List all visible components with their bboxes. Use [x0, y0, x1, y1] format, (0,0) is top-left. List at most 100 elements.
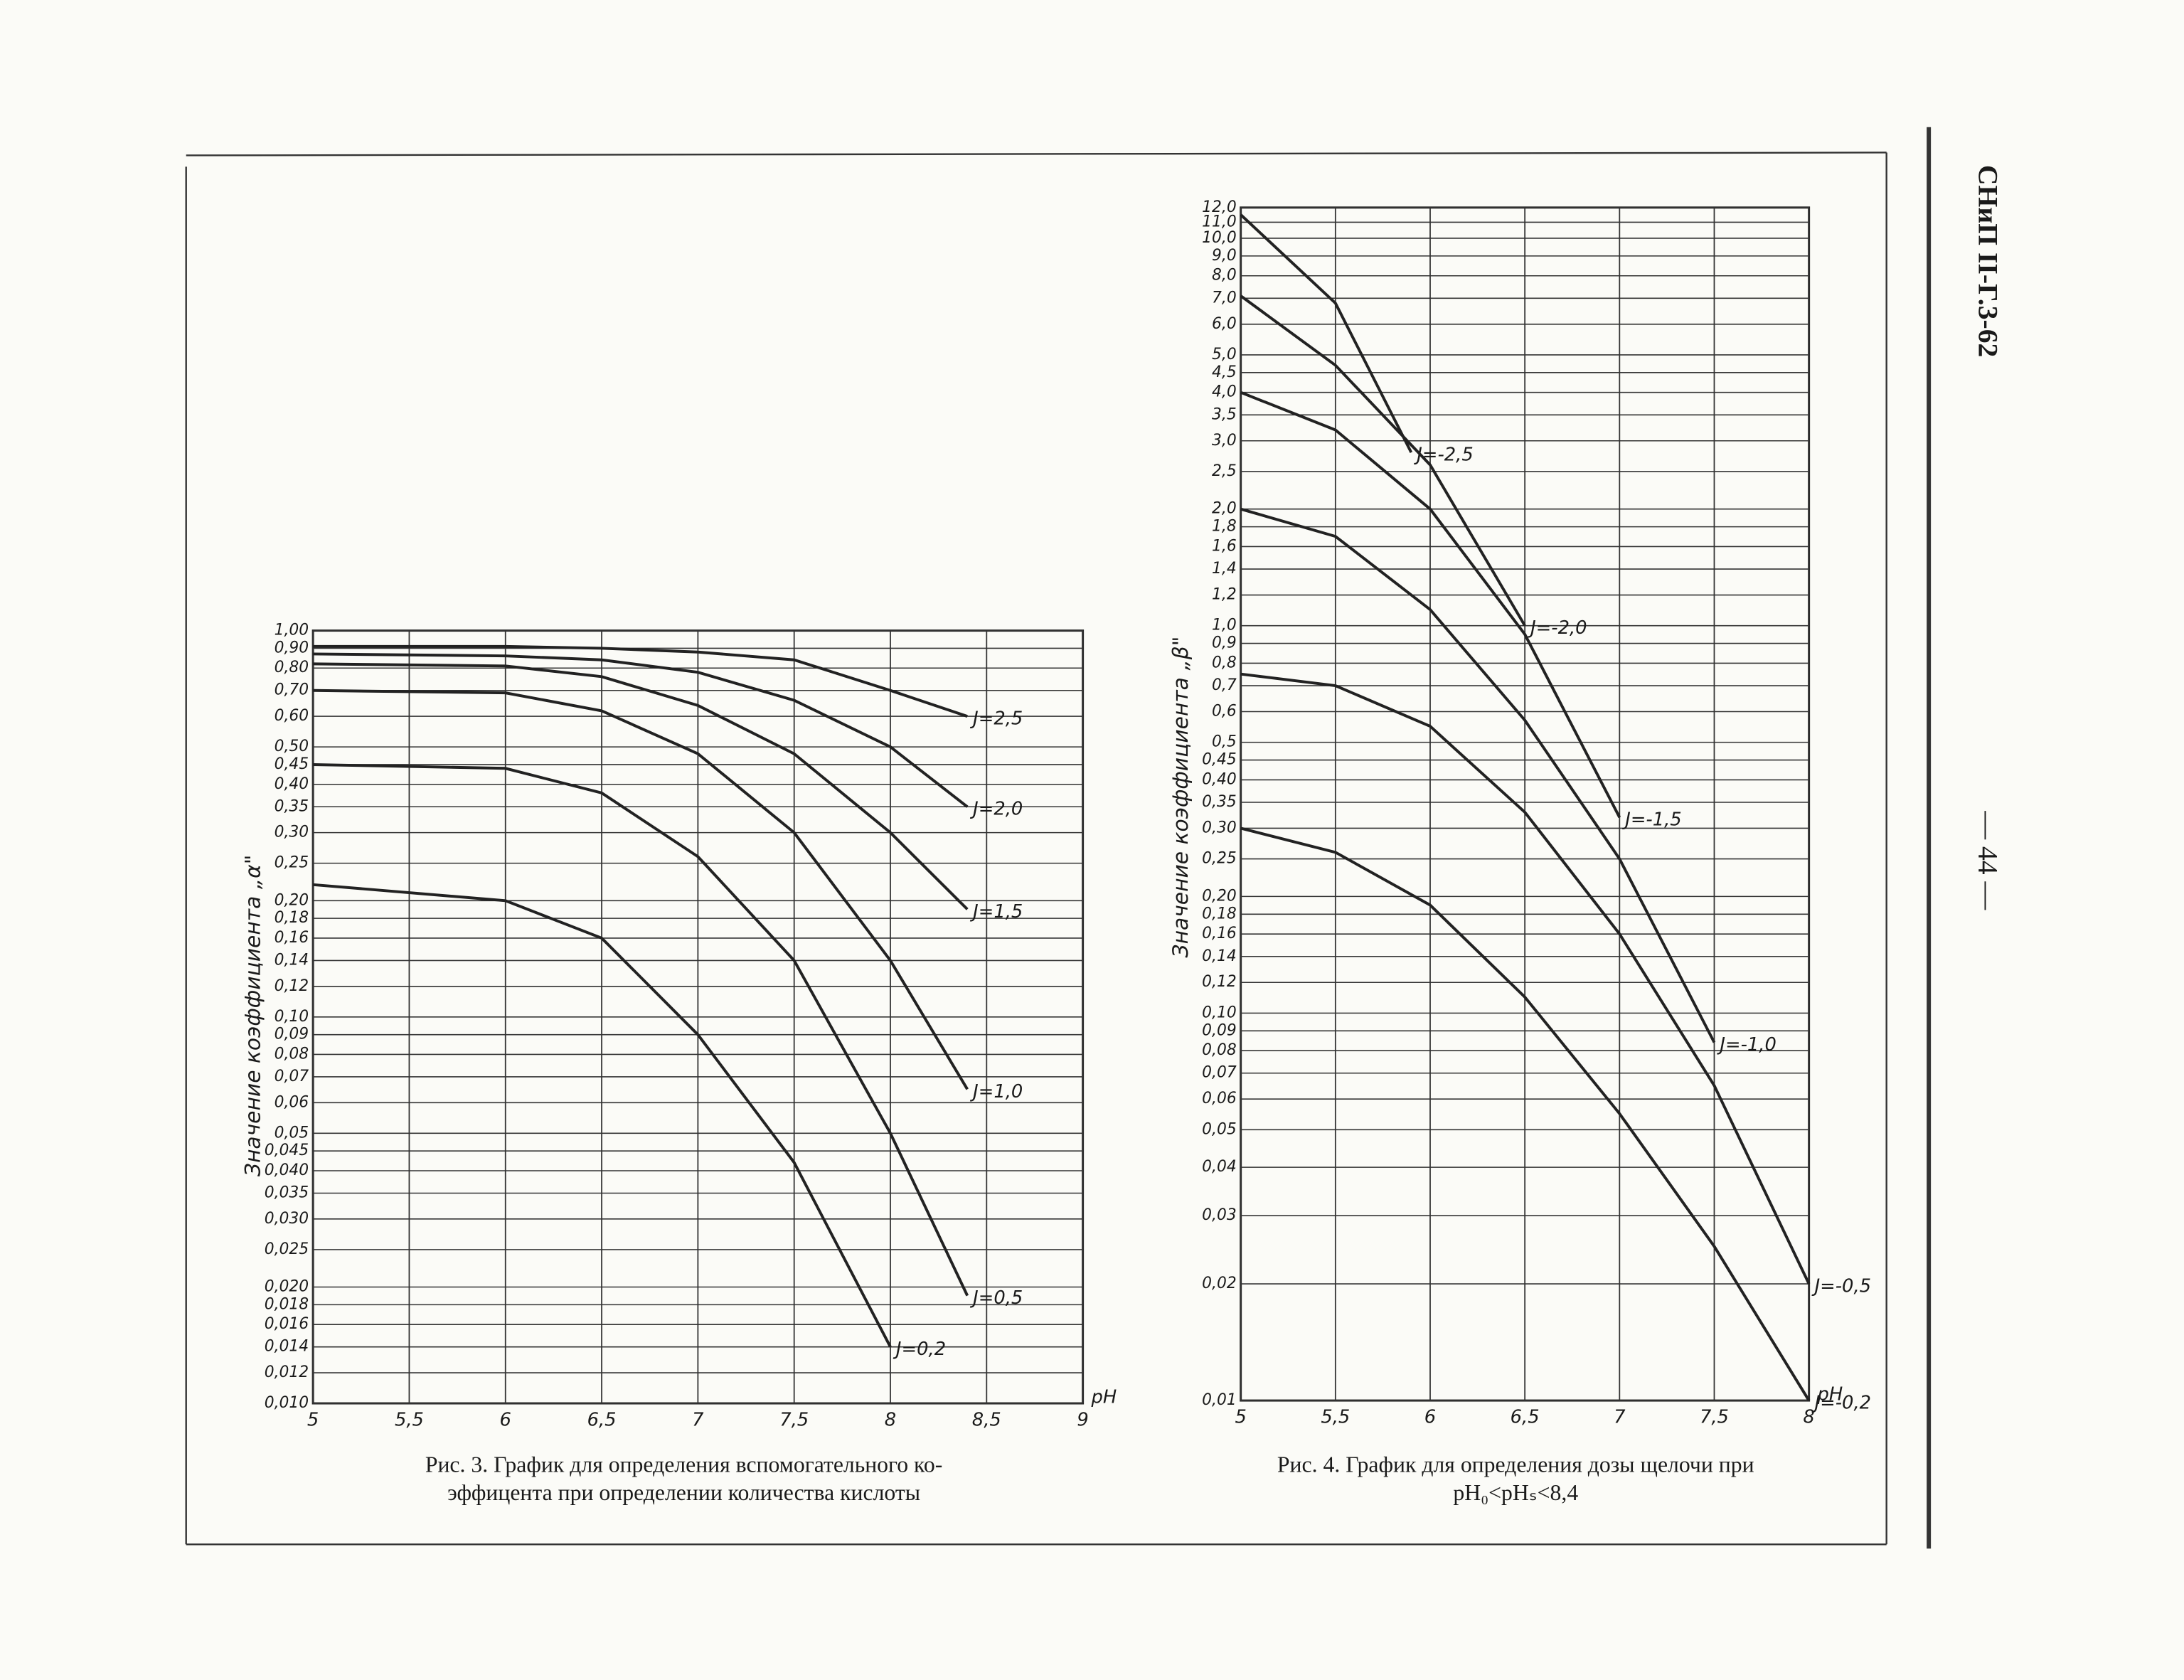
- x-tick-label: 8,5: [972, 1409, 1001, 1430]
- y-tick-label: 0,030: [265, 1210, 309, 1228]
- x-axis-label: рН: [1817, 1384, 1843, 1405]
- curve: [313, 644, 968, 718]
- y-tick-label: 0,014: [265, 1338, 309, 1356]
- x-tick-label: 7,5: [779, 1409, 809, 1430]
- y-tick-label: 0,45: [1202, 751, 1237, 769]
- page-number: — 44 —: [1972, 810, 2003, 910]
- y-tick-label: 2,5: [1212, 462, 1237, 480]
- y-tick-label: 0,10: [275, 1008, 309, 1026]
- curve: [312, 883, 892, 1348]
- y-tick-label: 0,040: [265, 1161, 309, 1179]
- y-tick-label: 0,010: [265, 1394, 309, 1412]
- x-tick-label: 6,5: [1511, 1406, 1540, 1428]
- x-axis-label: рН: [1091, 1387, 1117, 1408]
- y-tick-label: 0,6: [1212, 702, 1237, 720]
- doc-code: СНиП II-Г.3-62: [1972, 165, 2003, 357]
- y-tick-label: 0,025: [265, 1240, 309, 1258]
- y-tick-label: 3,5: [1212, 405, 1237, 423]
- x-tick-label: 8: [885, 1409, 896, 1430]
- y-tick-label: 10,0: [1202, 229, 1237, 247]
- curve-label: J=1,0: [969, 1081, 1023, 1102]
- y-tick-label: 0,08: [1202, 1041, 1237, 1059]
- frame-top: [186, 151, 1887, 156]
- y-tick-label: 0,60: [275, 707, 309, 725]
- x-tick-label: 9: [1077, 1409, 1088, 1430]
- y-tick-label: 0,50: [275, 738, 309, 755]
- y-tick-label: 0,14: [275, 951, 309, 969]
- y-tick-label: 2,0: [1212, 500, 1237, 518]
- curve: [1240, 390, 1621, 819]
- y-tick-label: 0,035: [265, 1184, 309, 1201]
- y-tick-label: 0,8: [1212, 654, 1237, 671]
- y-tick-label: 1,0: [1212, 617, 1237, 634]
- curve-label: J=-1,5: [1621, 809, 1681, 831]
- curve: [313, 662, 969, 910]
- y-tick-label: 0,01: [1202, 1391, 1237, 1409]
- y-tick-label: 0,18: [275, 909, 309, 927]
- y-tick-label: 3,0: [1212, 432, 1237, 450]
- y-tick-label: 0,02: [1202, 1275, 1237, 1292]
- caption: pH₀<pHₛ<8,4: [1453, 1480, 1578, 1505]
- y-axis-label: Значение коэффициента „β": [1168, 637, 1193, 958]
- y-tick-label: 0,30: [275, 824, 309, 841]
- y-tick-label: 0,35: [1202, 793, 1237, 811]
- x-tick-label: 5: [1235, 1406, 1246, 1428]
- curve: [1240, 672, 1811, 1285]
- y-tick-label: 0,016: [265, 1315, 309, 1333]
- x-tick-label: 7,5: [1700, 1406, 1729, 1428]
- x-tick-label: 6,5: [587, 1409, 617, 1430]
- y-tick-label: 5,0: [1212, 346, 1237, 363]
- y-tick-label: 1,00: [275, 622, 309, 639]
- y-tick-label: 12,0: [1202, 198, 1237, 216]
- y-tick-label: 0,16: [1202, 925, 1237, 942]
- curve-label: J=-0,5: [1811, 1276, 1871, 1297]
- y-tick-label: 0,020: [265, 1278, 309, 1296]
- x-tick-label: 7: [1614, 1406, 1626, 1428]
- y-tick-label: 0,012: [265, 1363, 309, 1381]
- y-tick-label: 0,09: [275, 1026, 309, 1043]
- curve: [313, 689, 969, 1090]
- caption: Рис. 4. График для определения дозы щело…: [1277, 1452, 1754, 1477]
- y-tick-label: 0,045: [265, 1142, 309, 1159]
- y-tick-label: 0,35: [275, 797, 309, 815]
- y-tick-label: 8,0: [1212, 267, 1237, 285]
- y-tick-label: 4,5: [1212, 363, 1237, 381]
- y-tick-label: 9,0: [1212, 247, 1237, 265]
- curve-label: J=-2,0: [1527, 617, 1587, 639]
- curve-label: J=1,5: [969, 901, 1023, 923]
- y-tick-label: 0,05: [1202, 1120, 1237, 1138]
- curve: [313, 762, 969, 1297]
- x-tick-label: 5: [307, 1409, 319, 1430]
- y-tick-label: 0,5: [1212, 733, 1237, 751]
- curve-label: J=-2,5: [1413, 445, 1473, 466]
- y-tick-label: 0,80: [275, 659, 309, 676]
- y-tick-label: 0,20: [1202, 887, 1237, 905]
- curve: [1240, 507, 1716, 1043]
- y-tick-label: 0,03: [1202, 1206, 1237, 1224]
- y-tick-label: 0,25: [1202, 850, 1237, 868]
- caption: Рис. 3. График для определения вспомогат…: [425, 1452, 942, 1477]
- curve: [1240, 213, 1413, 453]
- y-tick-label: 0,16: [275, 929, 309, 947]
- y-tick-label: 0,05: [275, 1124, 309, 1142]
- y-tick-label: 0,25: [275, 854, 309, 872]
- y-tick-label: 0,18: [1202, 905, 1237, 923]
- y-tick-label: 1,6: [1212, 537, 1237, 555]
- y-tick-label: 0,20: [275, 891, 309, 909]
- y-axis-label: Значение коэффициента „α": [240, 855, 265, 1176]
- curve-label: J=0,2: [893, 1339, 946, 1360]
- x-tick-label: 5,5: [395, 1409, 424, 1430]
- curve: [313, 652, 969, 808]
- y-tick-label: 0,70: [275, 681, 309, 699]
- y-tick-label: 0,40: [1202, 770, 1237, 788]
- y-tick-label: 1,4: [1212, 560, 1237, 578]
- y-tick-label: 0,07: [1202, 1064, 1237, 1082]
- y-tick-label: 1,8: [1212, 518, 1237, 536]
- y-tick-label: 0,12: [275, 977, 309, 995]
- y-tick-label: 0,018: [265, 1295, 309, 1313]
- y-tick-label: 0,14: [1202, 947, 1237, 965]
- caption: эффицента при определении количества кис…: [447, 1480, 920, 1505]
- x-tick-label: 6: [1424, 1406, 1436, 1428]
- y-tick-label: 0,7: [1212, 676, 1237, 694]
